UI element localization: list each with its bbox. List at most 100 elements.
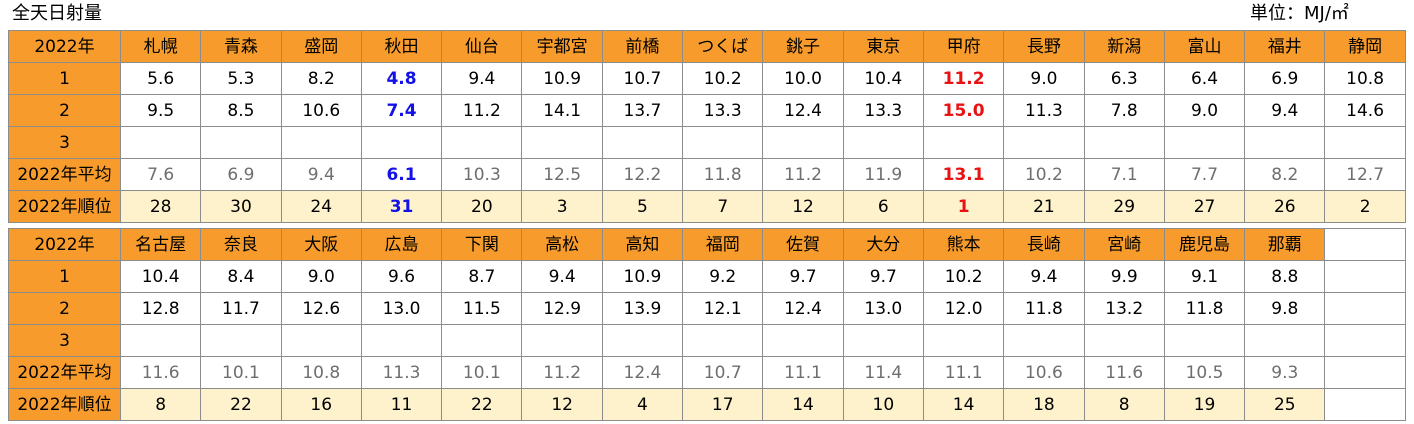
average-cell: 6.9 (200, 158, 282, 191)
average-cell: 11.2 (521, 356, 603, 389)
city-header: 熊本 (922, 228, 1005, 261)
rank-cell: 25 (1244, 388, 1326, 421)
value-cell: 12.4 (762, 94, 844, 127)
row-label: 2022年平均 (8, 158, 121, 191)
value-cell: 10.9 (521, 62, 603, 95)
row-label: 1 (8, 260, 121, 293)
row-label: 2 (8, 292, 121, 325)
city-header: 富山 (1163, 30, 1246, 63)
row-header: 2022年 札幌 青森 盛岡 秋田 仙台 宇都宮 前橋 つくば 銚子 東京 甲府 長野 新潟 富山 福井 静岡 (8, 30, 1406, 63)
value-cell: 5.3 (200, 62, 282, 95)
average-cell: 10.2 (1003, 158, 1085, 191)
value-cell: 10.2 (922, 260, 1005, 293)
value-cell: 10.4 (119, 260, 202, 293)
rank-cell: 22 (200, 388, 282, 421)
average-cell: 9.4 (280, 158, 362, 191)
average-cell: 10.8 (280, 356, 362, 389)
rank-cell: 10 (842, 388, 924, 421)
row-month-3: 3 (8, 126, 1406, 159)
value-cell: 9.4 (1003, 260, 1085, 293)
city-header: 長崎 (1003, 228, 1085, 261)
city-header: 那覇 (1244, 228, 1326, 261)
value-cell (200, 126, 282, 159)
value-cell: 4.8 (360, 62, 443, 95)
rank-cell: 28 (119, 190, 202, 223)
value-cell (1003, 324, 1085, 357)
value-cell: 11.7 (200, 292, 282, 325)
city-header: 福井 (1244, 30, 1326, 63)
value-cell: 9.0 (280, 260, 362, 293)
value-cell: 9.7 (762, 260, 844, 293)
rank-cell: 1 (922, 190, 1005, 223)
value-cell (200, 324, 282, 357)
row-label: 3 (8, 324, 121, 357)
city-header: 広島 (360, 228, 443, 261)
value-cell (762, 324, 844, 357)
average-cell: 12.2 (601, 158, 684, 191)
value-cell: 9.1 (1163, 260, 1246, 293)
value-cell (601, 324, 684, 357)
empty-cell (1324, 356, 1406, 389)
city-header: 下関 (441, 228, 523, 261)
rank-cell: 11 (360, 388, 443, 421)
value-cell: 10.2 (682, 62, 764, 95)
value-cell (1244, 324, 1326, 357)
row-month-2: 2 12.8 11.7 12.6 13.0 11.5 12.9 13.9 12.1 12.4 13.… (8, 292, 1406, 325)
value-cell (1163, 324, 1246, 357)
row-header: 2022年 名古屋 奈良 大阪 広島 下関 高松 高知 福岡 佐賀 大分 熊本 長崎 宮崎 鹿児島 那覇 (8, 228, 1406, 261)
average-cell: 11.6 (1083, 356, 1165, 389)
city-header: 鹿児島 (1163, 228, 1246, 261)
value-cell: 8.4 (200, 260, 282, 293)
rank-cell: 17 (682, 388, 764, 421)
average-cell: 7.7 (1163, 158, 1246, 191)
row-label: 3 (8, 126, 121, 159)
row-label: 2022年順位 (8, 190, 121, 223)
rank-cell: 21 (1003, 190, 1085, 223)
average-cell: 8.2 (1244, 158, 1326, 191)
city-header: 盛岡 (280, 30, 362, 63)
city-header: 佐賀 (762, 228, 844, 261)
rank-cell: 19 (1163, 388, 1246, 421)
rank-cell: 20 (441, 190, 523, 223)
rank-cell: 16 (280, 388, 362, 421)
value-cell (441, 324, 523, 357)
row-label: 2022年 (8, 228, 121, 261)
city-header: 奈良 (200, 228, 282, 261)
value-cell (922, 324, 1005, 357)
average-cell: 11.9 (842, 158, 924, 191)
rank-cell: 12 (762, 190, 844, 223)
value-cell (1163, 126, 1246, 159)
average-cell: 9.3 (1244, 356, 1326, 389)
value-cell: 12.4 (762, 292, 844, 325)
radiation-table-west: 2022年 名古屋 奈良 大阪 広島 下関 高松 高知 福岡 佐賀 大分 熊本 長崎 宮崎 鹿児島 那覇 1 10… (8, 228, 1406, 421)
city-header: 札幌 (119, 30, 202, 63)
rank-cell: 3 (521, 190, 603, 223)
city-header: 高松 (521, 228, 603, 261)
value-cell: 14.1 (521, 94, 603, 127)
row-label: 2 (8, 94, 121, 127)
city-header: 青森 (200, 30, 282, 63)
average-cell: 10.3 (441, 158, 523, 191)
rank-cell: 22 (441, 388, 523, 421)
value-cell: 5.6 (119, 62, 202, 95)
rank-cell: 8 (1083, 388, 1165, 421)
average-cell: 10.6 (1003, 356, 1085, 389)
value-cell: 13.7 (601, 94, 684, 127)
rank-cell: 24 (280, 190, 362, 223)
value-cell: 6.9 (1244, 62, 1326, 95)
average-cell: 11.1 (762, 356, 844, 389)
value-cell (601, 126, 684, 159)
city-header: 大分 (842, 228, 924, 261)
value-cell: 9.6 (360, 260, 443, 293)
value-cell: 11.5 (441, 292, 523, 325)
value-cell (842, 126, 924, 159)
rank-cell: 14 (922, 388, 1005, 421)
value-cell (441, 126, 523, 159)
value-cell: 13.2 (1083, 292, 1165, 325)
row-label: 2022年平均 (8, 356, 121, 389)
city-header: 東京 (842, 30, 924, 63)
row-rank: 2022年順位 8 22 16 11 22 12 4 17 14 10 14 18 8 19 25 (8, 388, 1406, 421)
value-cell: 9.2 (682, 260, 764, 293)
city-header: 宮崎 (1083, 228, 1165, 261)
rank-cell: 4 (601, 388, 684, 421)
